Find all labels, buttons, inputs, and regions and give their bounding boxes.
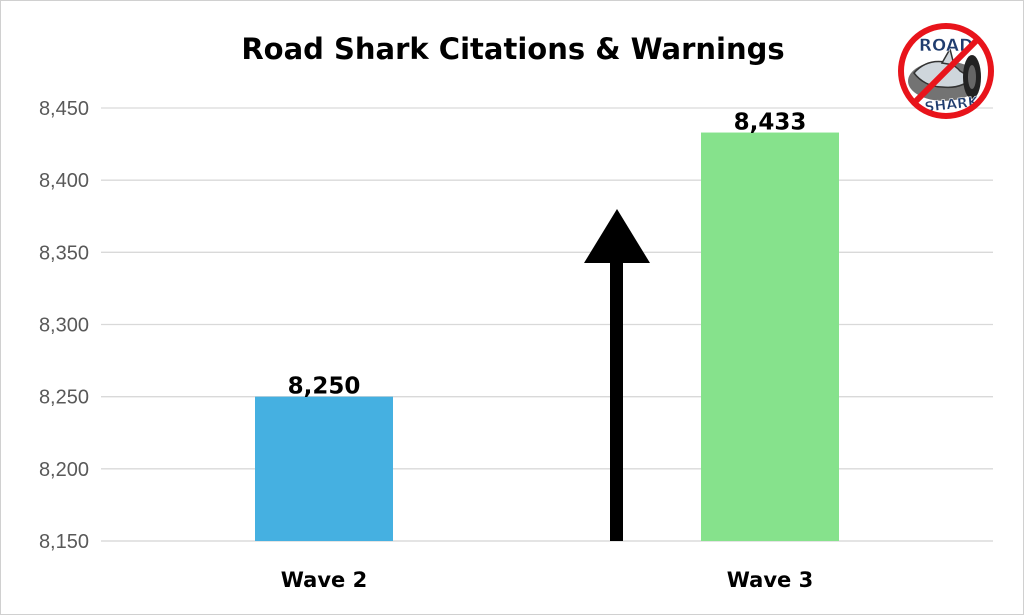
y-tick-label: 8,200 [39,459,89,481]
y-axis-ticks: 8,150 8,200 8,250 8,300 8,350 8,400 8,450 [39,98,89,553]
prohibition-ring [898,23,994,119]
data-labels: 8,250 8,433 [288,110,807,400]
y-tick-label: 8,400 [39,170,89,192]
x-tick-label: Wave 2 [281,568,367,592]
y-tick-label: 8,300 [39,315,89,337]
tire-hub [968,65,976,89]
up-arrow-icon [584,209,650,541]
shark-fin-icon [940,47,956,66]
y-tick-label: 8,250 [39,387,89,409]
data-label: 8,433 [734,110,807,136]
bars [255,132,839,541]
y-tick-label: 8,450 [39,98,89,120]
bar [701,132,839,541]
prohibition-slash [911,36,981,106]
road-shark-logo: ROAD SHARK [898,23,994,119]
gridlines [101,107,993,542]
logo-text-top: ROAD [919,36,973,56]
bar [255,396,393,541]
y-tick-label: 8,150 [39,531,89,553]
data-label: 8,250 [288,374,361,400]
y-tick-label: 8,350 [39,242,89,264]
x-axis-ticks: Wave 2 Wave 3 [281,568,813,592]
chart-title: Road Shark Citations & Warnings [241,32,784,66]
x-tick-label: Wave 3 [727,568,813,592]
